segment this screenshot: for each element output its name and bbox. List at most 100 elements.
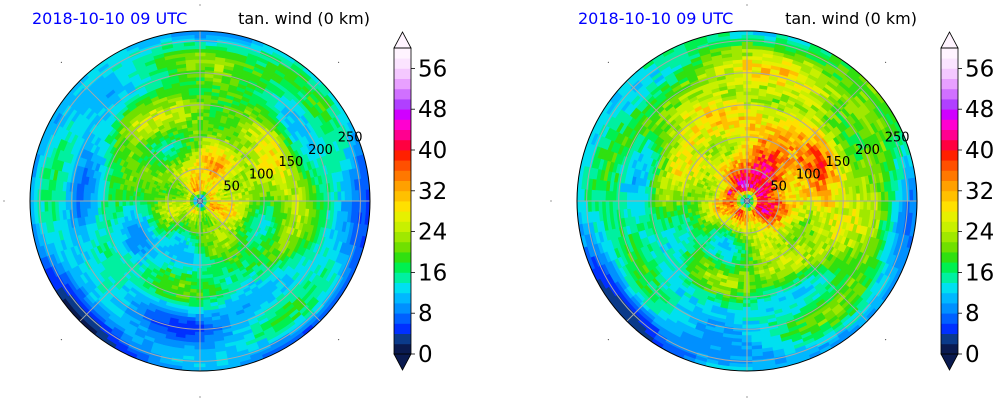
wind-cell (80, 201, 84, 209)
title-variable-left: tan. wind (0 km) (238, 9, 370, 28)
wind-cell (119, 201, 123, 207)
wind-cell (352, 190, 356, 201)
title-date-left: 2018-10-10 09 UTC (32, 9, 187, 28)
wind-cell (303, 194, 307, 201)
wind-cell (202, 144, 206, 148)
wind-cell (115, 201, 119, 207)
wind-cell (143, 201, 147, 205)
colorbar-tick-label: 24 (418, 220, 447, 246)
wind-cell (194, 250, 198, 254)
wind-cell (202, 148, 206, 152)
wind-cell (341, 201, 345, 211)
wind-cell (104, 201, 108, 208)
wind-cell (122, 201, 126, 206)
colorbar-segment (394, 79, 411, 90)
radial-tick-label: 150 (278, 155, 303, 170)
wind-cell (194, 141, 198, 145)
wind-cell (299, 201, 303, 208)
wind-cell (202, 261, 207, 265)
wind-cell (288, 201, 292, 207)
wind-cell (115, 195, 119, 201)
radial-tick-label: 250 (338, 131, 363, 146)
polar-grid-left (3, 4, 396, 397)
radial-tick-label: 200 (308, 143, 333, 158)
wind-cell (320, 192, 324, 201)
wind-cell (76, 192, 80, 201)
panel-left: 2018-10-10 09 UTC tan. wind (0 km) 50100… (3, 4, 447, 397)
colorbar-segment (394, 242, 411, 253)
wind-cell (246, 201, 250, 205)
wind-cell (150, 198, 154, 202)
wind-cell (94, 201, 98, 208)
wind-cell (55, 201, 59, 211)
wind-cell (136, 197, 140, 201)
wind-cell (257, 201, 261, 205)
wind-cell (62, 191, 66, 201)
wind-cell (108, 201, 112, 207)
wind-cell (288, 195, 292, 201)
wind-cell (112, 201, 116, 207)
angle-tick (338, 62, 339, 63)
wind-cell (83, 201, 87, 209)
colorbar-segment (394, 262, 411, 273)
colorbar-segment (394, 170, 411, 181)
wind-cell (136, 201, 140, 205)
wind-cell (324, 192, 328, 201)
wind-cell (310, 201, 314, 209)
wind-cell (51, 201, 55, 211)
wind-cell (281, 201, 285, 207)
wind-cell (126, 196, 130, 201)
colorbar-segment (394, 344, 411, 355)
wind-cell (62, 201, 66, 211)
wind-cell (334, 191, 338, 201)
colorbar-extend-min (394, 354, 411, 370)
wind-cell (202, 257, 206, 261)
wind-cell (108, 195, 112, 201)
colorbar-tick-label: 32 (418, 179, 447, 205)
wind-cell (194, 257, 198, 261)
wind-cell (90, 201, 94, 209)
angle-tick (338, 339, 339, 340)
colorbar-segment (394, 272, 411, 283)
wind-cell (260, 197, 264, 201)
wind-cell (192, 127, 197, 131)
wind-cell (129, 201, 133, 206)
wind-cell (194, 144, 198, 148)
radial-tick-label: 50 (223, 180, 240, 195)
wind-cell (73, 192, 77, 201)
colorbar-tick-label: 40 (418, 138, 447, 164)
wind-cell (253, 197, 257, 201)
wind-cell (194, 254, 198, 258)
wind-cell (203, 127, 208, 131)
wind-cell (140, 201, 144, 205)
colorbar-tick-label: 16 (418, 260, 447, 286)
wind-cell (196, 240, 199, 244)
angle-tick (199, 4, 200, 5)
wind-cell (334, 201, 338, 211)
colorbar-segment (394, 201, 411, 212)
colorbar-segment (394, 181, 411, 192)
wind-cell (292, 194, 296, 201)
colorbar-segment (394, 283, 411, 294)
wind-cell (193, 137, 198, 141)
wind-cell (250, 201, 254, 205)
wind-cell (331, 192, 335, 201)
wind-cell (192, 271, 197, 275)
wind-cell (313, 193, 317, 201)
colorbar-tick-label: 0 (418, 342, 433, 368)
wind-cell (271, 201, 275, 206)
wind-cell (76, 201, 80, 210)
title-date-right: 2018-10-10 09 UTC (578, 9, 733, 28)
wind-cell (195, 243, 198, 247)
colorbar-extend-max (394, 32, 411, 48)
colorbar-segment (394, 48, 411, 59)
wind-cell (257, 197, 261, 201)
wind-cell (112, 195, 116, 201)
wind-cell (202, 137, 207, 141)
colorbar-segment (394, 58, 411, 69)
wind-cell (65, 201, 69, 210)
wind-cell (324, 201, 328, 210)
wind-cell (195, 247, 199, 251)
wind-cell (44, 201, 48, 212)
